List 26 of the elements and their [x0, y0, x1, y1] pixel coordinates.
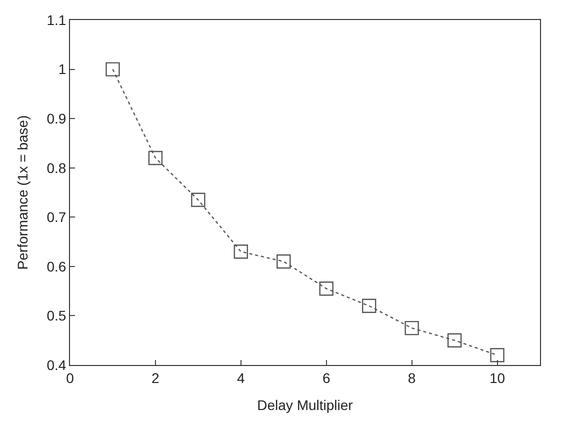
- point: [234, 244, 248, 259]
- point: [276, 254, 291, 269]
- x-tick-label: 10: [489, 370, 506, 386]
- y-tick-label: 0.7: [46, 209, 66, 226]
- point: [490, 348, 504, 362]
- y-tick-label: 1.1: [46, 12, 66, 28]
- x-tick-label: 8: [408, 370, 416, 386]
- point: [191, 192, 206, 207]
- y-axis-title: Performance (1x = base): [14, 115, 30, 270]
- y-tick-label: 0.6: [46, 258, 66, 274]
- point: [362, 298, 376, 313]
- point: [404, 320, 419, 336]
- x-tick-label: 4: [237, 370, 246, 386]
- y-tick-label: 0.5: [46, 308, 66, 324]
- y-tick-label: 0.9: [46, 110, 66, 126]
- x-tick-label: 2: [152, 370, 160, 386]
- y-tick-label: 0.8: [46, 160, 66, 176]
- point: [319, 282, 334, 296]
- point: [447, 333, 462, 348]
- x-tick-label: 6: [322, 370, 330, 386]
- y-tick-label: 0.4: [46, 356, 66, 373]
- x-tick-label: 0: [66, 370, 74, 386]
- y-tick-label: 1: [58, 61, 66, 78]
- point: [148, 150, 163, 166]
- point: [106, 62, 120, 76]
- x-axis-title: Delay Multiplier: [257, 397, 354, 414]
